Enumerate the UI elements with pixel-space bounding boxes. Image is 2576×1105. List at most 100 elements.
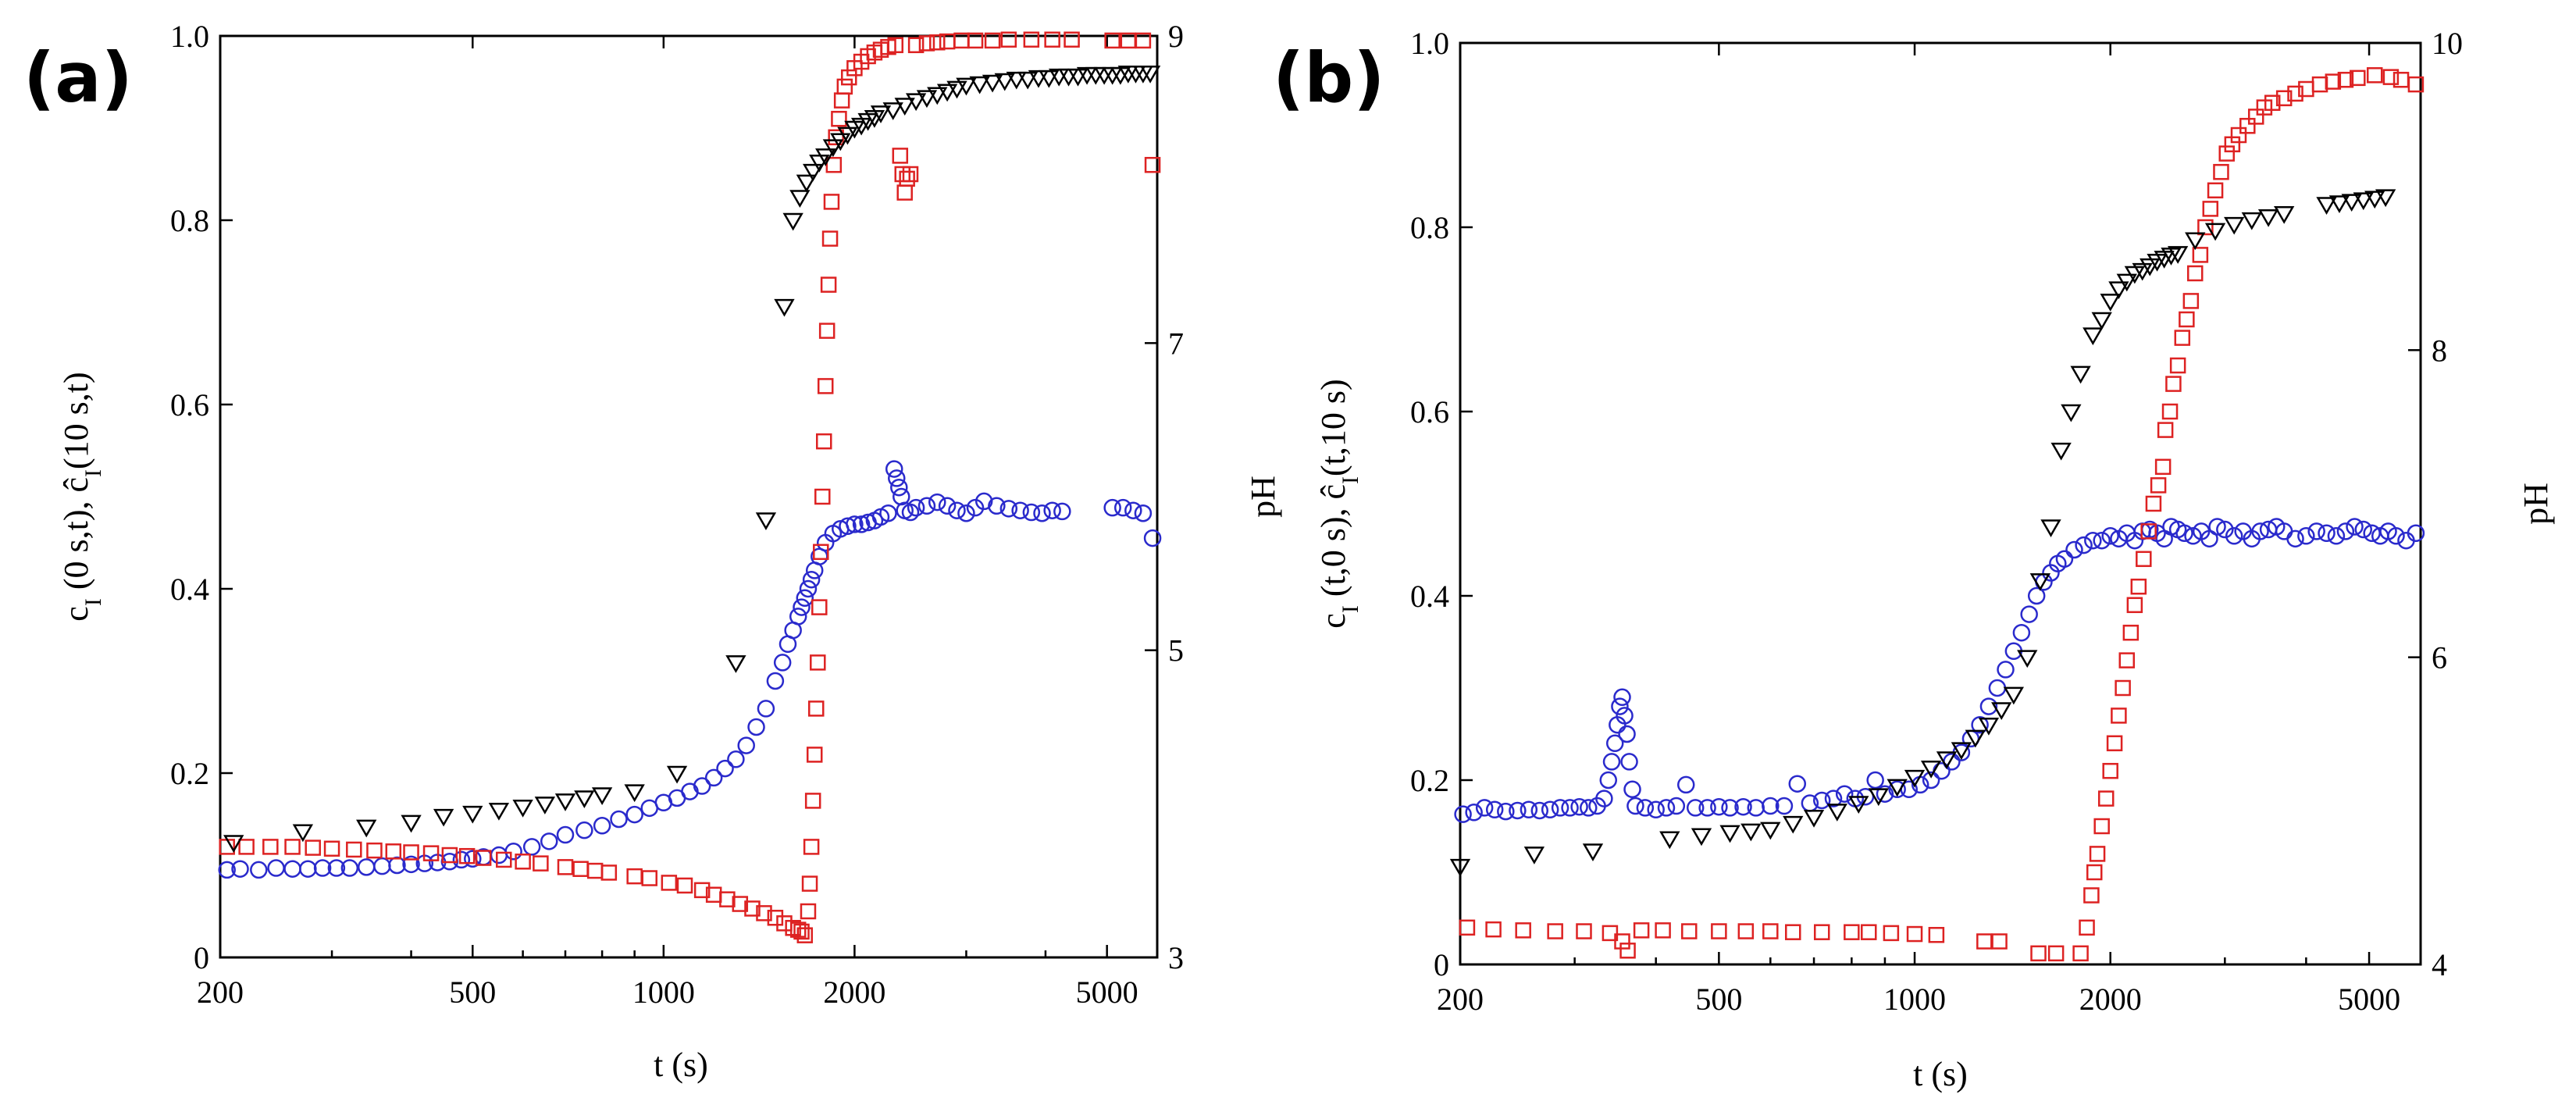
panel-a-square-point (441, 847, 458, 864)
panel-a-circle-point (464, 850, 482, 868)
panel-a-circle-point (879, 504, 897, 522)
panel-a-square-point (823, 194, 840, 210)
panel-a-square-point (810, 654, 826, 671)
panel-b-triangle-point (2328, 195, 2350, 214)
panel-b-circle-point (1979, 697, 1998, 715)
panel-b-triangle-point (2003, 686, 2025, 705)
panel-b-triangle-point (1904, 769, 1926, 788)
panel-a-circle-point (999, 500, 1018, 518)
panel-a-circle-point (766, 672, 785, 690)
panel-b-square-point (2239, 117, 2256, 134)
panel-b-square-point (2157, 422, 2174, 438)
panel-b-circle-point (1698, 799, 1716, 817)
panel-b-triangle-point (1719, 825, 1740, 843)
panel-b-square-point (2115, 679, 2131, 697)
panel-a-y-tick-label: 0 (194, 940, 209, 975)
panel-b-triangle-point (2100, 294, 2121, 312)
panel-a-triangle-point (666, 765, 688, 784)
panel-a-circle-point (948, 501, 966, 519)
panel-a-circle-point (388, 856, 406, 875)
panel-a-circle-point (839, 517, 857, 536)
panel-b-circle-point (2084, 531, 2102, 550)
panel-a-square-point (820, 276, 837, 293)
panel-b-x-tick-label: 5000 (2338, 982, 2400, 1017)
panel-b-circle-point (1667, 797, 1686, 815)
panel-b-square-point (2350, 70, 2366, 87)
panel-a-circle-point (1043, 501, 1061, 519)
panel-b-square-point (2275, 90, 2293, 107)
panel-b-circle-point (1599, 771, 1618, 790)
panel-a-y2-tick-label: 9 (1168, 19, 1184, 54)
panel-b-square-point (2197, 219, 2214, 236)
panel-a-circle-point (1053, 502, 1071, 521)
panel-a-square-point (262, 839, 279, 855)
panel-b-square-point (2089, 846, 2106, 862)
panel-b-triangle-point (2316, 197, 2337, 215)
panel-b-circle-point (1497, 802, 1515, 821)
panel-b-square-point (2287, 85, 2303, 102)
panel-b-triangle-point (2364, 191, 2385, 209)
panel-a-circle-point (504, 843, 522, 861)
panel-b-circle-point (1876, 785, 1894, 803)
panel-a-circle-point (917, 497, 936, 515)
panel-b-square-point (2086, 864, 2103, 881)
panel-a-square-point (458, 847, 476, 864)
panel-a-square-point (811, 599, 828, 615)
panel-a-square-point (808, 700, 825, 717)
panel-a-y-axis-label: cI (0 s,t), ĉI(10 s,t) (57, 372, 106, 621)
panel-a-square-point (825, 156, 843, 173)
panel-a-triangle-point (830, 133, 851, 151)
panel-a-square-point (800, 903, 817, 920)
panel-a-triangle-point (1028, 70, 1049, 88)
panel-a-square-point (899, 170, 915, 187)
panel-b-circle-point (2307, 522, 2325, 540)
panel-b-circle-point (2075, 536, 2093, 554)
panel-a-circle-point (789, 608, 807, 626)
panel-a-y-tick-label: 1.0 (170, 19, 209, 54)
panel-a-circle-point (716, 759, 734, 778)
panel-b-triangle-point (2274, 206, 2295, 224)
panel-b-triangle-point (2017, 650, 2038, 668)
panel-a-ticks: 200 500 1000 2000 5000 0 0.2 0.4 0.6 0.8 1.0 3 5 7 9 (170, 19, 1184, 1010)
panel-b-y2-tick-label: 6 (2432, 640, 2447, 675)
panel-a-triangle-point (554, 793, 576, 811)
panel-a-square-point (1023, 31, 1040, 48)
panel-a-square-point (1104, 32, 1121, 49)
panel-a-square-point (767, 910, 784, 926)
panel-a-triangle-point (936, 84, 958, 102)
panel-a-circle-point (340, 859, 359, 877)
panel-a-triangle-point (1039, 70, 1060, 88)
panel-b-circle-point (2216, 520, 2234, 539)
panel-b-square-point (2126, 597, 2143, 614)
panel-b-triangle-point (1740, 823, 1762, 842)
panel-b-circle-point (1626, 797, 1644, 815)
panel-a-circle-point (267, 859, 285, 877)
panel-a-circle-point (938, 497, 957, 515)
panel-a-triangle-point (982, 74, 1003, 93)
panel-a-circle-point (283, 860, 301, 878)
panel-b-square-point (1844, 924, 1860, 940)
panel-a-y2-axis-label: pH (1244, 476, 1282, 518)
panel-b-square-point (1681, 923, 1698, 939)
panel-b-circle-point (2225, 527, 2243, 545)
panel-b-circle-point (2407, 524, 2425, 543)
panel-b-circle-point (2093, 531, 2111, 550)
panel-a-triangle-point (894, 98, 915, 116)
panel-a-triangle-point (512, 800, 533, 818)
panel-a-circle-point (852, 515, 871, 533)
panel-b-label: (b) (1273, 37, 1384, 118)
panel-a-circle-point (901, 503, 920, 522)
panel-a-data-points (218, 31, 1162, 943)
panel-b-square-point (2140, 523, 2157, 540)
panel-a-triangle-point (574, 790, 595, 808)
panel-a-square-point (676, 877, 693, 894)
panel-b-square-point (2337, 71, 2354, 88)
panel-b-triangle-point (2341, 194, 2362, 212)
panel-b-circle-point (1465, 804, 1483, 822)
panel-b-y2-tick-label: 8 (2432, 333, 2447, 368)
panel-b-circle-point (1835, 785, 1854, 803)
panel-b-y-tick-label: 0 (1434, 947, 1449, 982)
panel-b-square-point (2213, 163, 2229, 180)
panel-b-x-tick-label: 200 (1437, 982, 1484, 1017)
panel-a-x-tick-label: 1000 (632, 975, 695, 1010)
